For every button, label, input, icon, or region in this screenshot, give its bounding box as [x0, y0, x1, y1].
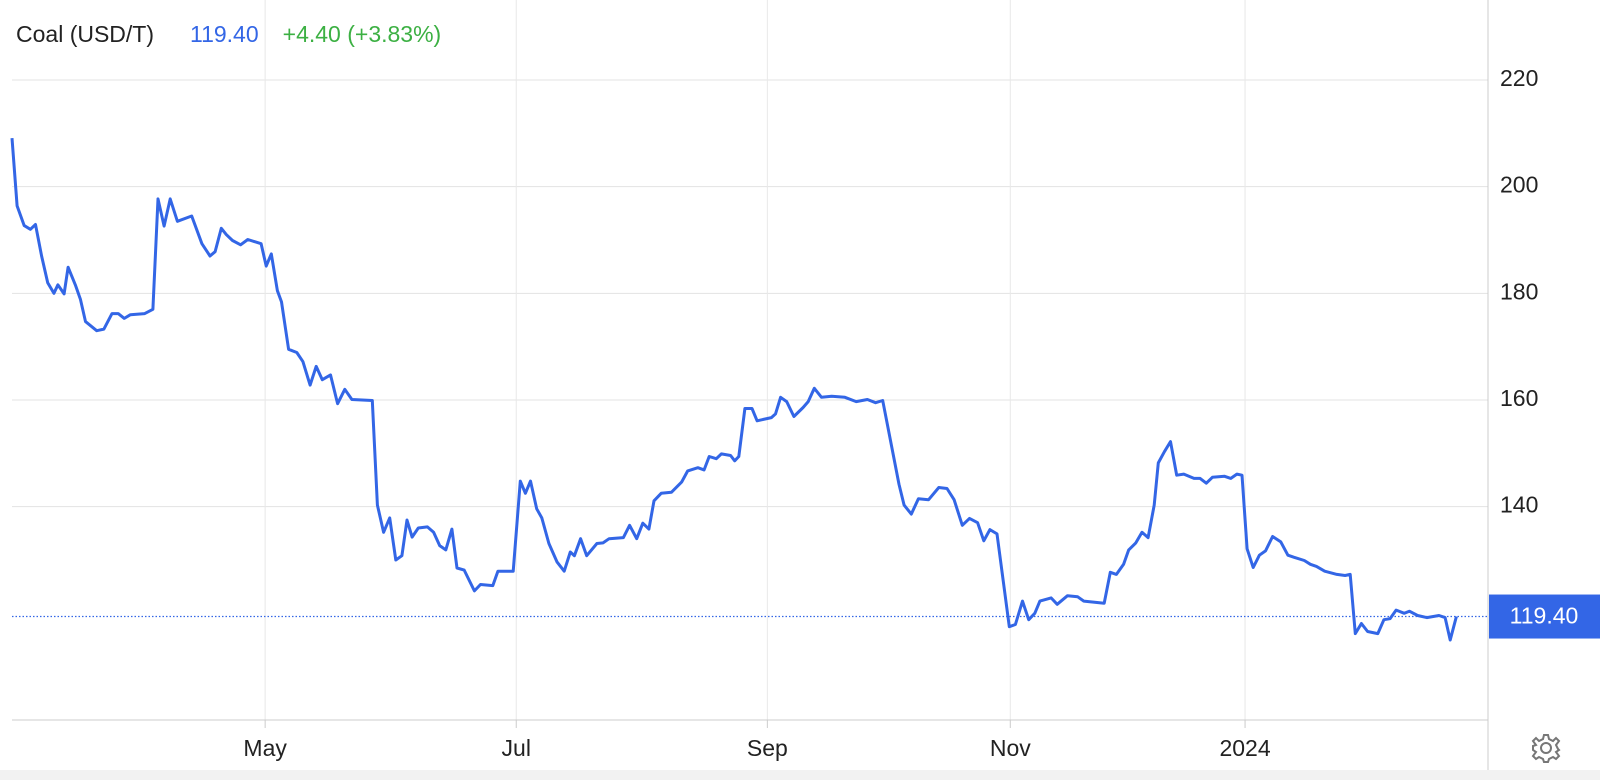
price: 119.40 [190, 21, 259, 47]
y-tick-label: 160 [1500, 385, 1538, 411]
y-tick-label: 180 [1500, 278, 1538, 304]
x-tick-label: Sep [747, 735, 788, 761]
x-tick-label: May [243, 735, 287, 761]
price-line [10, 137, 1458, 642]
footer-strip [0, 770, 1600, 780]
last-price-label: 119.40 [1510, 603, 1579, 629]
y-tick-label: 140 [1500, 492, 1538, 518]
last-price-tag [1489, 594, 1600, 639]
x-tick-label: Nov [990, 735, 1031, 761]
y-tick-label: 220 [1500, 65, 1538, 91]
price-change: +4.40 (+3.83%) [283, 21, 442, 47]
chart-title: Coal (USD/T) [16, 21, 154, 47]
settings-icon[interactable] [1531, 734, 1561, 763]
x-tick-label: Jul [502, 735, 531, 761]
x-tick-label: 2024 [1219, 735, 1270, 761]
y-tick-label: 200 [1500, 172, 1538, 198]
